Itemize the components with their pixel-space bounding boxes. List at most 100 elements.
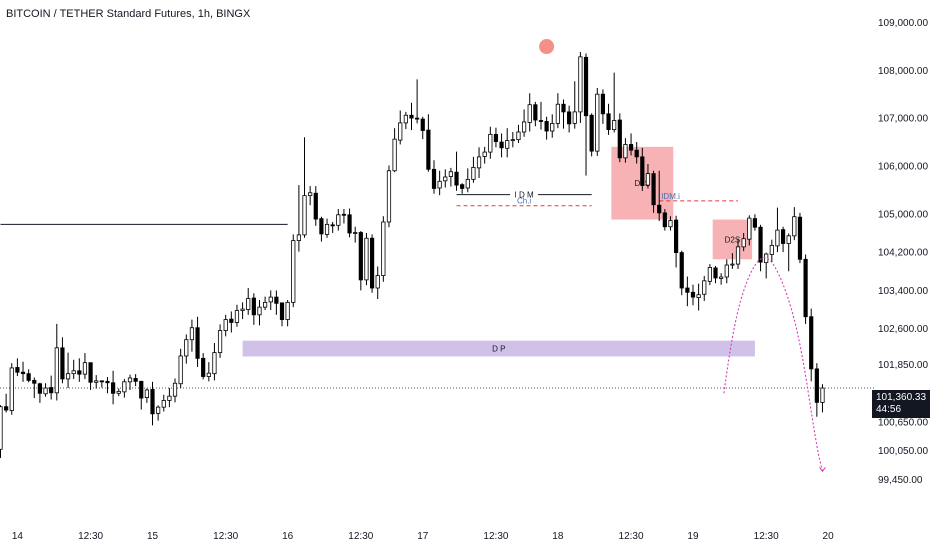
y-tick-label: 104,200.00 bbox=[878, 248, 928, 259]
candle-body bbox=[302, 195, 307, 236]
candle-body bbox=[234, 310, 240, 323]
x-tick-label: 17 bbox=[417, 531, 429, 542]
candle-body bbox=[752, 218, 758, 228]
candle-body bbox=[780, 229, 786, 244]
candle-body bbox=[308, 192, 313, 197]
candle-body bbox=[212, 352, 217, 375]
lines-layer: I D MCh.i IDM.i bbox=[0, 189, 876, 389]
candle-body bbox=[364, 237, 369, 281]
annotation-label: Ch.i bbox=[517, 197, 531, 206]
annotation-label: I D M bbox=[515, 191, 534, 200]
candle-body bbox=[814, 368, 819, 403]
y-tick-label: 106,000.00 bbox=[878, 161, 928, 172]
candle-body bbox=[538, 120, 544, 122]
y-tick-label: 102,600.00 bbox=[878, 324, 928, 335]
candle-body bbox=[398, 122, 403, 141]
candle-body bbox=[285, 301, 290, 320]
candle-body bbox=[595, 93, 600, 152]
candle-body bbox=[792, 216, 797, 237]
candle-body bbox=[707, 267, 712, 282]
candle-body bbox=[319, 218, 324, 235]
candle-body bbox=[195, 327, 200, 359]
candle-body bbox=[206, 372, 211, 377]
x-tick-label: 20 bbox=[823, 531, 835, 542]
candle-body bbox=[274, 296, 279, 304]
candle-body bbox=[217, 330, 223, 354]
y-tick-label: 108,000.00 bbox=[878, 66, 928, 77]
zone-label: D2S bbox=[725, 235, 741, 244]
candle-body bbox=[184, 339, 189, 357]
candle-body bbox=[426, 129, 431, 170]
candle-body bbox=[533, 104, 538, 121]
candle-body bbox=[628, 144, 634, 151]
candle-body bbox=[4, 406, 9, 411]
candle-body bbox=[679, 252, 684, 289]
y-tick-label: 99,450.00 bbox=[878, 475, 923, 486]
candle-body bbox=[623, 144, 628, 159]
candle-body bbox=[471, 167, 476, 180]
candle-body bbox=[612, 120, 617, 130]
candle-body bbox=[820, 387, 825, 403]
candle-body bbox=[116, 390, 121, 394]
candle-body bbox=[493, 133, 499, 142]
candle-body bbox=[741, 238, 746, 248]
zone-label: D P bbox=[492, 345, 505, 354]
candle-body bbox=[369, 237, 375, 289]
candle-body bbox=[685, 287, 690, 293]
y-tick-label: 107,000.00 bbox=[878, 114, 928, 125]
candle-body bbox=[341, 213, 347, 216]
x-tick-label: 15 bbox=[147, 531, 159, 542]
candle-body bbox=[88, 362, 93, 383]
candle-body bbox=[15, 367, 20, 373]
x-tick-label: 12:30 bbox=[78, 531, 103, 542]
candle-body bbox=[674, 219, 679, 253]
candle-body bbox=[758, 226, 763, 263]
y-tick-label: 100,050.00 bbox=[878, 446, 928, 457]
candle-body bbox=[111, 382, 116, 394]
candle-body bbox=[724, 264, 729, 278]
y-tick-label: 101,850.00 bbox=[878, 360, 928, 371]
candle-body bbox=[336, 214, 341, 226]
candle-body bbox=[139, 380, 144, 399]
candle-body bbox=[122, 381, 127, 393]
candle-body bbox=[167, 395, 172, 401]
x-tick-label: 19 bbox=[687, 531, 699, 542]
current-price-tag: 101,360.33 44:56 bbox=[872, 390, 930, 418]
candle-body bbox=[437, 180, 442, 189]
candle-body bbox=[291, 240, 296, 303]
candle-body bbox=[645, 173, 651, 186]
candle-body bbox=[454, 171, 459, 186]
candle-body bbox=[606, 113, 611, 130]
candle-body bbox=[510, 139, 515, 142]
candle-body bbox=[172, 382, 178, 397]
candle-body bbox=[37, 383, 43, 394]
projection-arrowhead bbox=[819, 466, 826, 473]
candle-body bbox=[775, 229, 780, 247]
candle-body bbox=[730, 263, 735, 266]
candle-body bbox=[189, 327, 195, 341]
candle-body bbox=[505, 140, 510, 149]
candle-body bbox=[313, 192, 318, 220]
candle-body bbox=[527, 104, 532, 123]
candle-body bbox=[161, 400, 166, 408]
projection-path bbox=[723, 257, 824, 472]
candle-body bbox=[713, 267, 718, 279]
candle-body bbox=[127, 377, 133, 383]
y-axis[interactable]: 109,000.00 108,000.00 107,000.00 106,000.00… bbox=[878, 18, 928, 486]
candle-body bbox=[263, 301, 268, 308]
candle-body bbox=[696, 294, 701, 298]
candle-body bbox=[229, 318, 234, 323]
candle-body bbox=[448, 171, 454, 177]
candle-body bbox=[488, 133, 493, 153]
candle-body bbox=[651, 173, 656, 206]
candle-body bbox=[82, 362, 88, 375]
candle-body bbox=[257, 306, 262, 316]
overlay-layer bbox=[539, 39, 826, 473]
chart-title: BITCOIN / TETHER Standard Futures, 1h, B… bbox=[6, 8, 251, 20]
candle-body bbox=[144, 389, 149, 398]
x-axis[interactable]: 14 12:30 15 12:30 16 12:30 17 12:30 18 12:30 19 12:… bbox=[12, 531, 834, 542]
x-tick-label: 12:30 bbox=[348, 531, 373, 542]
candle-body bbox=[94, 380, 99, 383]
y-tick-label: 109,000.00 bbox=[878, 18, 928, 29]
